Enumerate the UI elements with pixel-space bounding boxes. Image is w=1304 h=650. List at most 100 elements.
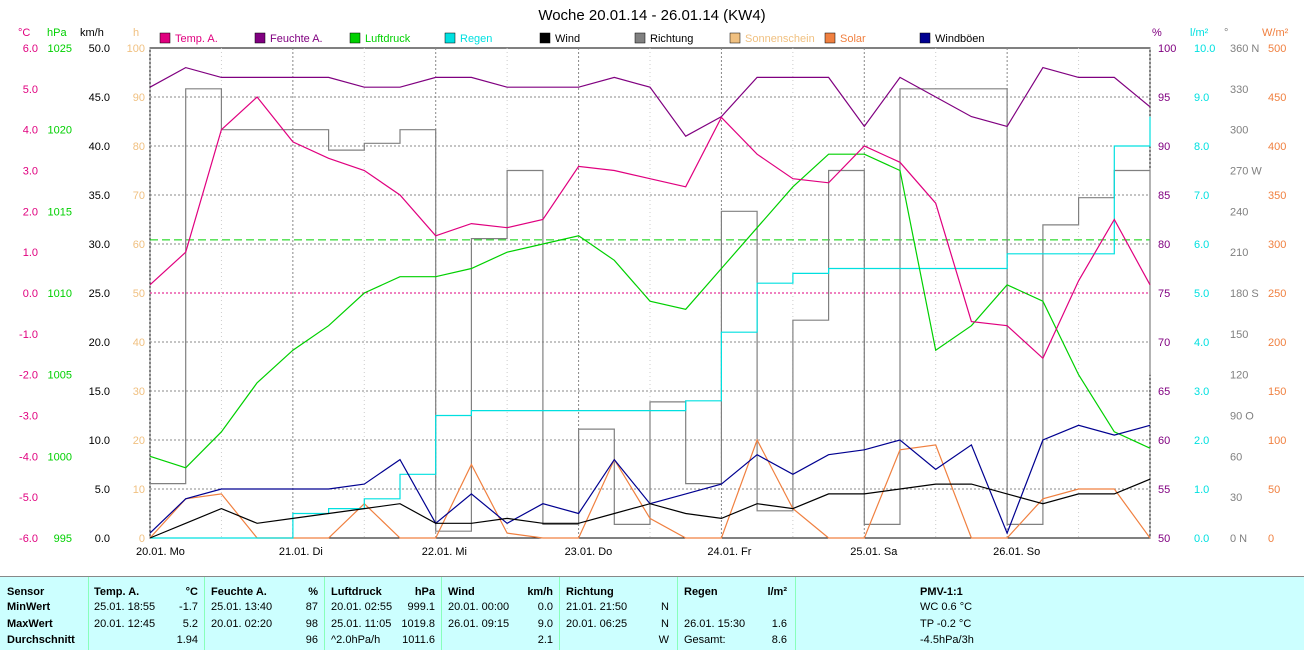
- wind-tick-label: 30.0: [89, 239, 110, 251]
- legend-label: Richtung: [650, 33, 693, 45]
- hum-tick-label: 90: [1158, 141, 1170, 153]
- solar-tick-label: 350: [1268, 190, 1286, 202]
- pmv-tp: TP -0.2 °C: [920, 618, 972, 630]
- wind-tick-label: 35.0: [89, 190, 110, 202]
- legend-swatch: [539, 32, 551, 44]
- legend-swatch: [634, 32, 646, 44]
- weather-chart: Woche 20.01.14 - 26.01.14 (KW4) 20.01. M…: [18, 7, 1289, 558]
- summary-wind-column: Wind km/h 20.01. 00:00 0.0 26.01. 09:15 …: [442, 577, 560, 650]
- dir-min-time: 21.01. 21:50: [566, 601, 628, 613]
- legend-label: Wind: [555, 33, 580, 45]
- solar-tick-label: 250: [1268, 288, 1286, 300]
- rain-header: Regen: [684, 586, 718, 598]
- solar-tick-label: 150: [1268, 386, 1286, 398]
- legend-swatch: [254, 32, 266, 44]
- summary-humidity-column: Feuchte A. % 25.01. 13:40 87 20.01. 02:2…: [205, 577, 325, 650]
- rain-tick-label: 9.0: [1194, 92, 1209, 104]
- sun-tick-label: 100: [127, 43, 145, 55]
- x-tick-label: 26.01. So: [993, 546, 1040, 558]
- temp-tick-label: -1.0: [19, 329, 38, 341]
- solar-tick-label: 50: [1268, 484, 1280, 496]
- x-tick-label: 22.01. Mi: [422, 546, 467, 558]
- wind-tick-label: 10.0: [89, 435, 110, 447]
- temp-tick-label: 0.0: [23, 288, 38, 300]
- legend-swatch: [159, 32, 171, 44]
- temp-unit: °C: [185, 586, 198, 598]
- rain-max-value: 1.6: [771, 618, 787, 630]
- dir-tick-label: 210: [1230, 247, 1248, 259]
- hum-header: Feuchte A.: [211, 586, 267, 598]
- legend-swatch: [919, 32, 931, 44]
- x-tick-label: 24.01. Fr: [707, 546, 751, 558]
- summary-sensor-column: Sensor MinWert MaxWert Durchschnitt: [0, 577, 89, 650]
- rain-tick-label: 2.0: [1194, 435, 1209, 447]
- x-tick-label: 21.01. Di: [279, 546, 323, 558]
- hum-min-value: 87: [305, 601, 318, 613]
- temp-tick-label: -5.0: [19, 492, 38, 504]
- dir-tick-label: 240: [1230, 206, 1248, 218]
- dir-tick-label: 120: [1230, 370, 1248, 382]
- x-tick-label: 23.01. Do: [565, 546, 613, 558]
- series-line-richtung: [150, 88, 1151, 532]
- hum-tick-label: 85: [1158, 190, 1170, 202]
- rain-tick-label: 4.0: [1194, 337, 1209, 349]
- wind-tick-label: 25.0: [89, 288, 110, 300]
- temp-min-time: 25.01. 18:55: [94, 601, 156, 613]
- press-max-time: 25.01. 11:05: [331, 618, 392, 630]
- press-trend: ^2.0hPa/h: [331, 634, 381, 646]
- series-line-solar: [149, 438, 1151, 539]
- rain-tick-label: 8.0: [1194, 141, 1209, 153]
- rain-unit-label: l/m²: [1190, 27, 1209, 39]
- dir-header: Richtung: [566, 586, 614, 598]
- pressure-tick-label: 1000: [48, 451, 72, 463]
- sun-unit-label: h: [133, 27, 139, 39]
- temp-tick-label: 4.0: [23, 125, 38, 137]
- sun-tick-label: 50: [133, 288, 145, 300]
- series-line-luftdruck: [149, 153, 1151, 469]
- temp-unit-label: °C: [18, 27, 30, 39]
- pressure-tick-label: 995: [54, 533, 72, 545]
- wind-max-value: 9.0: [537, 618, 553, 630]
- press-min-value: 999.1: [407, 601, 435, 613]
- temp-tick-label: -3.0: [19, 411, 38, 423]
- hum-tick-label: 65: [1158, 386, 1170, 398]
- sun-tick-label: 70: [133, 190, 145, 202]
- summary-direction-column: Richtung 21.01. 21:50 N 20.01. 06:25 N W: [560, 577, 678, 650]
- temp-max-value: 5.2: [182, 618, 198, 630]
- rain-max-time: 26.01. 15:30: [684, 618, 746, 630]
- sun-tick-label: 90: [133, 92, 145, 104]
- summary-rain-column: Regen l/m² 26.01. 15:30 1.6 Gesamt: 8.6: [678, 577, 796, 650]
- hum-tick-label: 75: [1158, 288, 1170, 300]
- legend-label: Solar: [840, 33, 866, 45]
- rain-unit: l/m²: [767, 586, 787, 598]
- hum-tick-label: 50: [1158, 533, 1170, 545]
- temp-tick-label: 1.0: [23, 247, 38, 259]
- row-label-avg: Durchschnitt: [7, 634, 75, 646]
- dir-unit-label: °: [1224, 27, 1228, 39]
- hum-tick-label: 70: [1158, 337, 1170, 349]
- hum-unit: %: [308, 586, 318, 598]
- series-line-wind: [149, 478, 1151, 539]
- summary-temp-column: Temp. A. °C 25.01. 18:55 -1.7 20.01. 12:…: [89, 577, 205, 650]
- legend-swatch: [729, 32, 741, 44]
- hum-tick-label: 80: [1158, 239, 1170, 251]
- sun-tick-label: 20: [133, 435, 145, 447]
- dir-tick-label: 330: [1230, 84, 1248, 96]
- dir-max-time: 20.01. 06:25: [566, 618, 628, 630]
- wind-tick-label: 5.0: [95, 484, 110, 496]
- sun-tick-label: 30: [133, 386, 145, 398]
- wind-tick-label: 45.0: [89, 92, 110, 104]
- hum-min-time: 25.01. 13:40: [211, 601, 273, 613]
- dir-tick-label: 180 S: [1230, 288, 1259, 300]
- pmv-header: PMV-1:1: [920, 586, 963, 598]
- temp-header: Temp. A.: [94, 586, 140, 598]
- temp-min-value: -1.7: [179, 601, 198, 613]
- hum-max-time: 20.01. 02:20: [211, 618, 273, 630]
- pmv-wc: WC 0.6 °C: [920, 601, 973, 613]
- legend: Temp. A. Feuchte A. Luftdruck Regen Wind Rich…: [159, 32, 985, 45]
- legend-label: Luftdruck: [365, 33, 411, 45]
- wind-tick-label: 0.0: [95, 533, 110, 545]
- legend-swatch: [444, 32, 456, 44]
- dir-tick-label: 300: [1230, 125, 1248, 137]
- pressure-tick-label: 1015: [48, 206, 72, 218]
